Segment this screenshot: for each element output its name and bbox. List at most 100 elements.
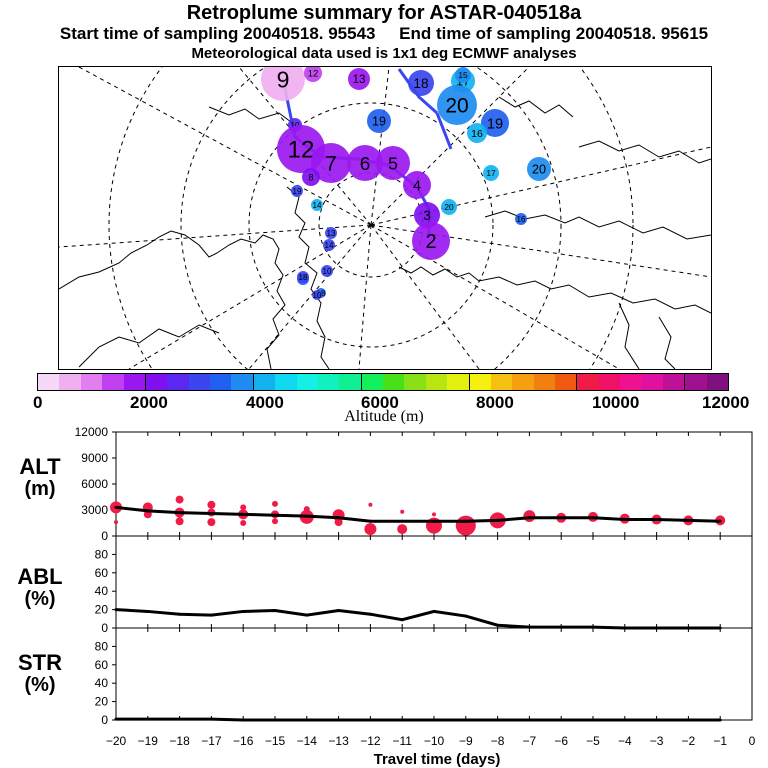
series-line (115, 608, 721, 630)
series-point (241, 512, 245, 516)
series-point (559, 718, 563, 722)
y-tick-label: 0 (101, 713, 108, 727)
altitude-spread-point (175, 517, 184, 526)
plume-age-label: 14 (313, 201, 322, 210)
plume-marker: 6 (347, 145, 383, 181)
str-unit: (%) (24, 674, 56, 696)
plume-age-label: 14 (325, 241, 334, 250)
colorbar-swatch (662, 374, 686, 390)
colorbar-swatch (425, 374, 448, 390)
plume-dot (304, 67, 322, 82)
str-panel-label: STR (%) (10, 652, 70, 697)
y-tick-label: 20 (95, 695, 109, 709)
plume-age-label: 10 (323, 267, 332, 276)
colorbar-swatch (253, 374, 276, 390)
lat-circle-50 (108, 67, 634, 369)
plume-age-label: 7 (325, 153, 337, 176)
plume-dot (481, 109, 509, 137)
plume-marker: 14 (311, 199, 323, 211)
series-point (337, 718, 341, 722)
plume-marker: 16 (467, 123, 487, 143)
x-tick-label: −18 (169, 734, 190, 748)
colorbar-swatch (490, 374, 513, 390)
x-tick-label: −16 (233, 734, 254, 748)
series-point (114, 608, 118, 612)
altitude-spread-point (368, 502, 373, 507)
plume-dot (311, 199, 323, 211)
altitude-spread-point (272, 500, 278, 507)
colorbar-swatch (59, 374, 81, 390)
series-point (273, 718, 277, 722)
colorbar-tick-label: 0 (33, 393, 43, 412)
colorbar-swatch (620, 374, 642, 390)
series-point (718, 718, 722, 722)
coastline (498, 96, 574, 118)
plume-dot (367, 109, 391, 133)
y-tick-label: 80 (95, 547, 109, 561)
plume-marker: 13 (348, 68, 370, 90)
abl-unit: (%) (24, 588, 56, 610)
colorbar-swatch (533, 374, 555, 390)
x-tick-label: −20 (106, 734, 127, 748)
meridian (128, 224, 372, 369)
plume-marker: 18 (408, 70, 434, 96)
coastline (618, 302, 640, 369)
colorbar-tick-label: 4000 (246, 393, 284, 412)
met-note: Meteorological data used is 1x1 deg ECMW… (191, 45, 577, 62)
y-tick-label: 0 (101, 621, 108, 635)
colorbar-swatch (231, 374, 254, 390)
coastline (208, 106, 296, 126)
plume-dot (483, 165, 499, 181)
plume-dot (515, 213, 527, 225)
plume-dot (437, 85, 477, 125)
plot-frame (115, 627, 753, 721)
plume-dot (261, 67, 305, 101)
colorbar-swatch (275, 374, 297, 390)
series-point (655, 718, 659, 722)
y-tick-label: 60 (95, 658, 109, 672)
plume-age-label: 18 (299, 273, 308, 282)
meridian (238, 67, 372, 226)
altitude-spread-point (334, 518, 343, 527)
plume-marker: 13 (325, 227, 337, 239)
plume-dot (408, 70, 434, 96)
colorbar-tick-label: 8000 (476, 393, 514, 412)
plume-age-label: 16 (517, 215, 526, 224)
series-point (241, 609, 245, 613)
plume-dot (297, 271, 309, 283)
plume-age-label: 5 (388, 153, 398, 173)
series-point (686, 718, 690, 722)
altitude-spread-point (455, 515, 476, 536)
alt-panel: 0 3000 6000 9000 12000 (75, 425, 753, 543)
plume-dot (414, 202, 440, 228)
end-time: End time of sampling 20040518. 95615 (399, 24, 709, 43)
series-point (400, 718, 404, 722)
plume-dot (291, 185, 303, 197)
meridian (370, 67, 530, 226)
series-line (116, 717, 721, 722)
series-point (591, 718, 595, 722)
plume-dot (455, 67, 471, 83)
plume-age-label: 17 (486, 168, 496, 178)
series-point (527, 516, 531, 520)
plume-age-label: 12 (288, 137, 315, 164)
colorbar-swatch (317, 374, 340, 390)
colorbar-swatch (80, 374, 103, 390)
series-point (623, 518, 627, 522)
plume-marker: 10 (312, 290, 322, 300)
graticule (59, 67, 711, 369)
plume-age-label: 15 (458, 70, 468, 80)
plume-marker: 20 (527, 157, 551, 181)
x-tick-label: −7 (523, 734, 537, 748)
altitude-spread-point (207, 518, 216, 527)
x-tick-label: −14 (297, 734, 318, 748)
series-point (368, 612, 372, 616)
colorbar-tick-label: 2000 (130, 393, 168, 412)
x-tick-label: −4 (618, 734, 632, 748)
series-point (146, 717, 150, 721)
altitude-spread-point (397, 524, 408, 535)
plume-age-label: 6 (360, 154, 371, 175)
plume-dot (527, 157, 551, 181)
coastline (286, 186, 330, 369)
